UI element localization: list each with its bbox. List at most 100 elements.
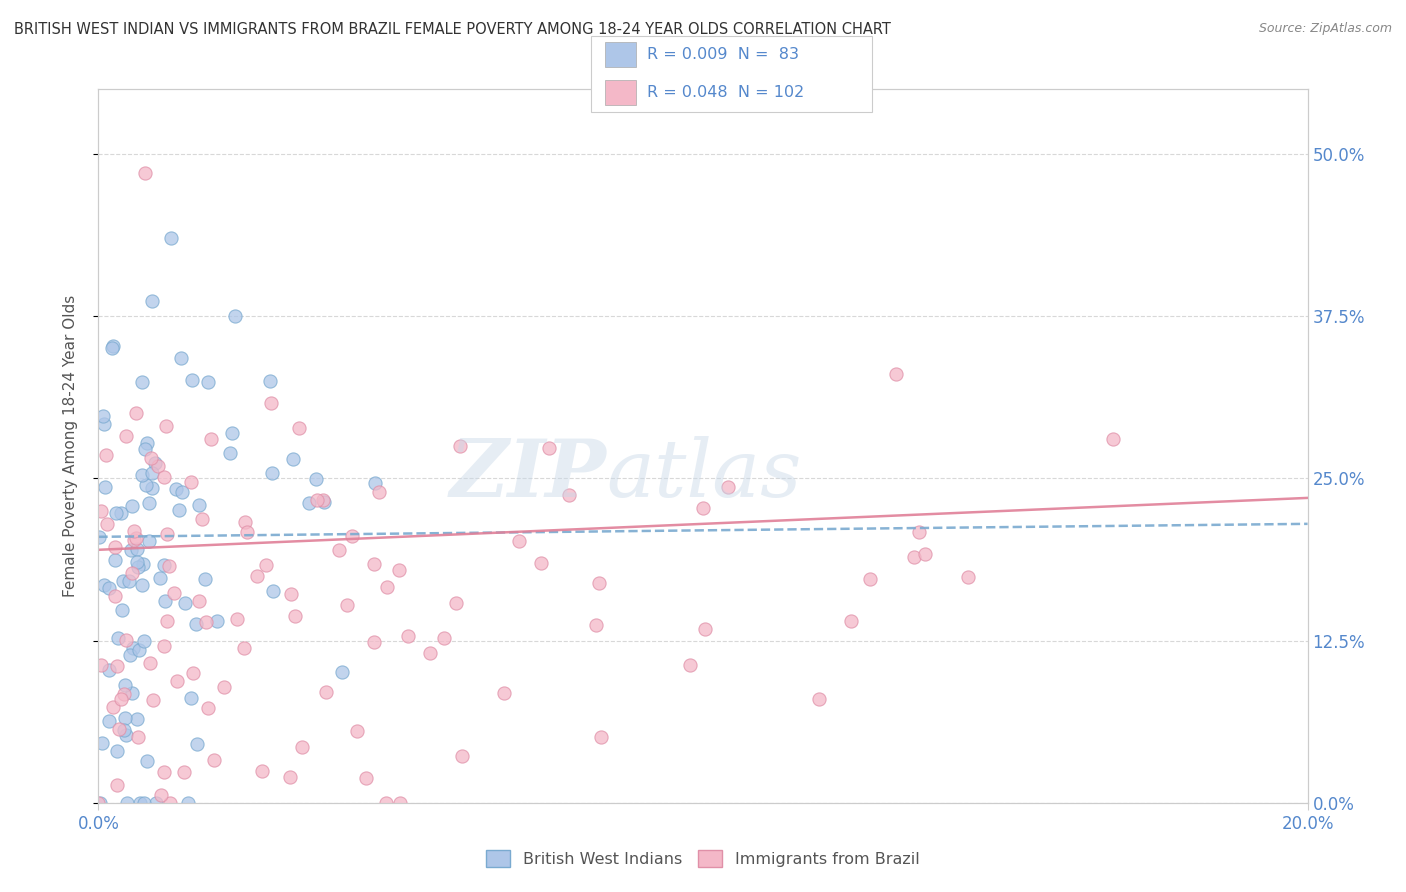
Point [127,559,149,574]
Point [188,498,211,512]
Point [104,506,127,520]
Point [127,730,149,744]
Point [914,547,936,561]
Point [280,587,302,601]
Point [128,643,150,657]
Point [537,441,560,455]
Point [96,517,118,532]
Point [143,457,166,471]
Y-axis label: Female Poverty Among 18-24 Year Olds: Female Poverty Among 18-24 Year Olds [63,295,77,597]
Point [114,729,136,743]
Point [121,500,143,514]
Point [173,764,195,779]
Point [93,417,115,432]
Point [224,309,246,323]
Point [141,481,163,495]
Point [250,764,273,778]
Point [589,730,612,744]
Point [202,753,225,767]
Point [170,484,193,499]
Point [104,553,127,567]
Point [145,796,167,810]
Point [226,612,249,626]
Point [89,796,111,810]
Point [957,570,980,584]
Point [693,622,716,636]
Point [886,367,908,381]
Point [363,557,385,571]
Point [122,640,145,655]
Point [134,166,156,180]
Point [131,578,153,592]
Point [125,406,148,420]
Point [100,341,122,355]
Point [115,632,138,647]
Point [328,543,350,558]
Point [139,451,162,466]
Point [121,566,143,580]
Point [131,375,153,389]
Point [101,700,124,714]
Point [135,754,157,768]
Text: BRITISH WEST INDIAN VS IMMIGRANTS FROM BRAZIL FEMALE POVERTY AMONG 18-24 YEAR OL: BRITISH WEST INDIAN VS IMMIGRANTS FROM B… [14,22,891,37]
Point [157,558,180,573]
Point [908,525,931,540]
Point [451,748,474,763]
Point [558,487,581,501]
Point [155,419,177,434]
Point [396,629,419,643]
Point [312,493,335,508]
Point [110,506,132,520]
Point [307,493,329,508]
Point [149,572,172,586]
Point [93,577,115,591]
Point [433,631,456,645]
Point [259,374,281,388]
Point [134,796,156,810]
Point [156,527,179,541]
Point [278,770,301,784]
Point [134,477,156,491]
Point [197,375,219,389]
Point [186,616,208,631]
Point [173,596,195,610]
Point [90,657,112,672]
Point [177,796,200,810]
Point [205,614,228,628]
Point [112,723,135,737]
Point [108,722,131,736]
Point [101,339,124,353]
Point [330,665,353,680]
Point [288,421,311,435]
Point [124,533,146,547]
Point [165,482,187,496]
Point [125,531,148,545]
Point [903,549,925,564]
Point [194,573,217,587]
Point [94,479,117,493]
Point [121,686,143,700]
Point [90,503,112,517]
Point [138,534,160,549]
Point [153,469,176,483]
Point [97,663,120,677]
Point [163,586,186,600]
Point [112,574,135,588]
Point [259,396,281,410]
Point [281,452,304,467]
Point [221,425,243,440]
Text: R = 0.048  N = 102: R = 0.048 N = 102 [647,85,804,100]
Point [97,582,120,596]
Point [121,542,143,557]
Point [136,436,159,450]
Point [298,496,321,510]
Point [717,480,740,494]
Point [105,778,128,792]
Point [530,556,553,570]
Point [291,740,314,755]
Point [132,558,155,572]
Point [98,714,121,729]
Point [93,409,115,423]
Point [388,796,411,810]
Point [166,674,188,689]
